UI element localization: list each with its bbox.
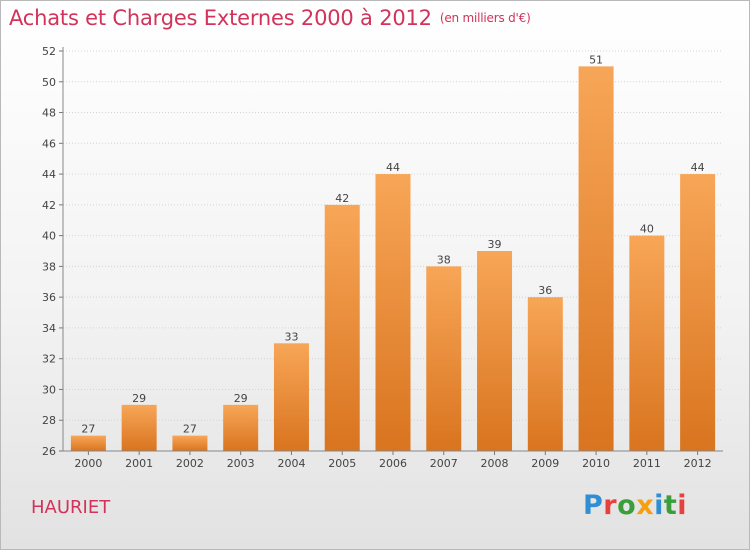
- y-tick-label: 48: [42, 107, 56, 120]
- y-tick-label: 38: [42, 260, 56, 273]
- x-tick-label: 2000: [74, 457, 102, 470]
- bar: [273, 343, 309, 451]
- bar-value-label: 27: [183, 423, 197, 436]
- proxiti-logo: Proxiti: [583, 490, 687, 521]
- bar-value-label: 44: [386, 161, 400, 174]
- bar: [578, 66, 614, 451]
- y-tick-label: 44: [42, 168, 56, 181]
- logo-letter: x: [636, 490, 655, 521]
- bar-value-label: 39: [488, 238, 502, 251]
- bar-value-label: 27: [81, 423, 95, 436]
- x-tick-label: 2009: [531, 457, 559, 470]
- bar-value-label: 36: [538, 284, 552, 297]
- bar: [680, 174, 716, 452]
- chart-title: Achats et Charges Externes 2000 à 2012: [9, 6, 432, 30]
- chart-unit: (en milliers d'€): [439, 11, 531, 25]
- logo-letter: i: [654, 490, 664, 521]
- bar: [223, 404, 259, 451]
- x-tick-label: 2006: [379, 457, 407, 470]
- x-tick-label: 2011: [633, 457, 661, 470]
- x-tick-label: 2005: [328, 457, 356, 470]
- bar-value-label: 29: [234, 392, 248, 405]
- bar: [70, 435, 106, 451]
- logo-letter: i: [677, 490, 688, 521]
- bar-value-label: 29: [132, 392, 146, 405]
- y-tick-label: 34: [42, 322, 56, 335]
- bar-value-label: 40: [640, 223, 654, 236]
- bar: [324, 204, 360, 451]
- y-tick-label: 40: [42, 230, 56, 243]
- logo-letter: r: [603, 490, 618, 521]
- bar-value-label: 38: [437, 253, 451, 266]
- y-tick-label: 50: [42, 76, 56, 89]
- bar: [527, 297, 563, 451]
- x-tick-label: 2010: [582, 457, 610, 470]
- y-tick-label: 26: [42, 445, 56, 458]
- bar-value-label: 51: [589, 53, 603, 66]
- x-tick-label: 2012: [684, 457, 712, 470]
- bar: [172, 435, 208, 451]
- logo-letter: o: [617, 490, 637, 521]
- y-tick-label: 32: [42, 353, 56, 366]
- bar-value-label: 33: [284, 330, 298, 343]
- bar: [121, 404, 157, 451]
- x-tick-label: 2008: [481, 457, 509, 470]
- chart-title-block: Achats et Charges Externes 2000 à 2012 (e…: [9, 6, 531, 30]
- y-tick-label: 42: [42, 199, 56, 212]
- place-name: HAURIET: [31, 497, 111, 518]
- bar: [629, 235, 665, 451]
- y-tick-label: 52: [42, 45, 56, 58]
- y-tick-label: 36: [42, 291, 56, 304]
- x-tick-label: 2003: [227, 457, 255, 470]
- x-tick-label: 2004: [277, 457, 305, 470]
- y-tick-label: 46: [42, 137, 56, 150]
- y-tick-label: 30: [42, 383, 56, 396]
- y-tick-label: 28: [42, 414, 56, 427]
- logo-letter: P: [583, 490, 604, 521]
- bar: [375, 174, 411, 452]
- x-tick-label: 2001: [125, 457, 153, 470]
- x-tick-label: 2007: [430, 457, 458, 470]
- bar: [426, 266, 462, 451]
- x-tick-label: 2002: [176, 457, 204, 470]
- bar-value-label: 44: [691, 161, 705, 174]
- bar-value-label: 42: [335, 192, 349, 205]
- logo-letter: t: [663, 490, 678, 521]
- bar: [477, 251, 513, 451]
